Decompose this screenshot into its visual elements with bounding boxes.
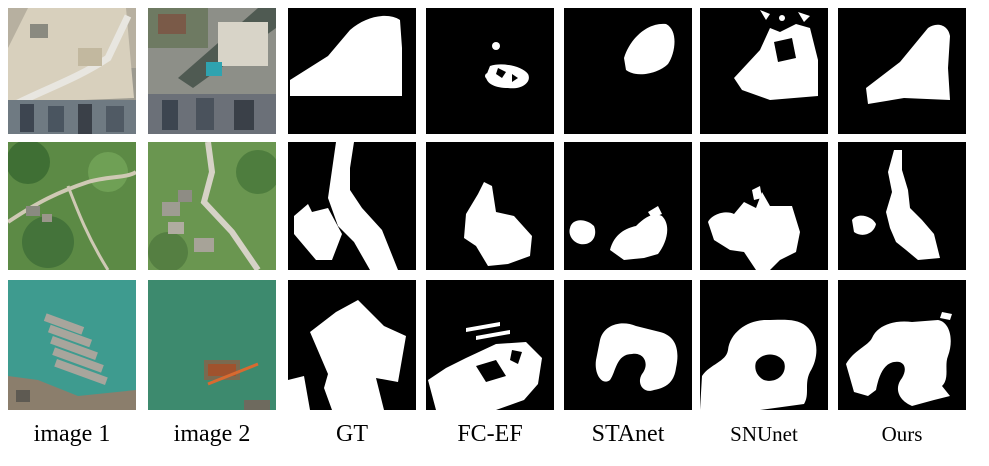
row1-fcef-mask: [426, 8, 554, 134]
row2-image2: [148, 142, 276, 270]
row1-image2: [148, 8, 276, 134]
row2-gt-mask: [288, 142, 416, 270]
column-label-ours: Ours: [881, 422, 923, 446]
row2-stanet-mask: [564, 142, 692, 270]
column-label-stanet: STAnet: [591, 421, 665, 447]
column-label-gt: GT: [336, 421, 368, 447]
row2-image1: [8, 142, 136, 270]
row1-snunet-mask: [700, 8, 828, 134]
row3-gt-mask: [288, 280, 416, 410]
row2-fcef-mask: [426, 142, 554, 270]
row3-image1: [8, 280, 136, 410]
row3-ours-mask: [838, 280, 966, 410]
column-label-fcef: FC-EF: [457, 421, 523, 447]
row1-gt-mask: [288, 8, 416, 134]
column-label-image2: image 2: [173, 421, 251, 447]
row3-image2: [148, 280, 276, 410]
column-label-image1: image 1: [33, 421, 111, 447]
row3-snunet-mask: [700, 280, 828, 410]
row3-stanet-mask: [564, 280, 692, 410]
row3-fcef-mask: [426, 280, 554, 410]
column-label-snunet: SNUnet: [730, 422, 798, 446]
row2-snunet-mask: [700, 142, 828, 270]
row2-ours-mask: [838, 142, 966, 270]
row1-ours-mask: [838, 8, 966, 134]
row1-stanet-mask: [564, 8, 692, 134]
row1-image1: [8, 8, 136, 134]
